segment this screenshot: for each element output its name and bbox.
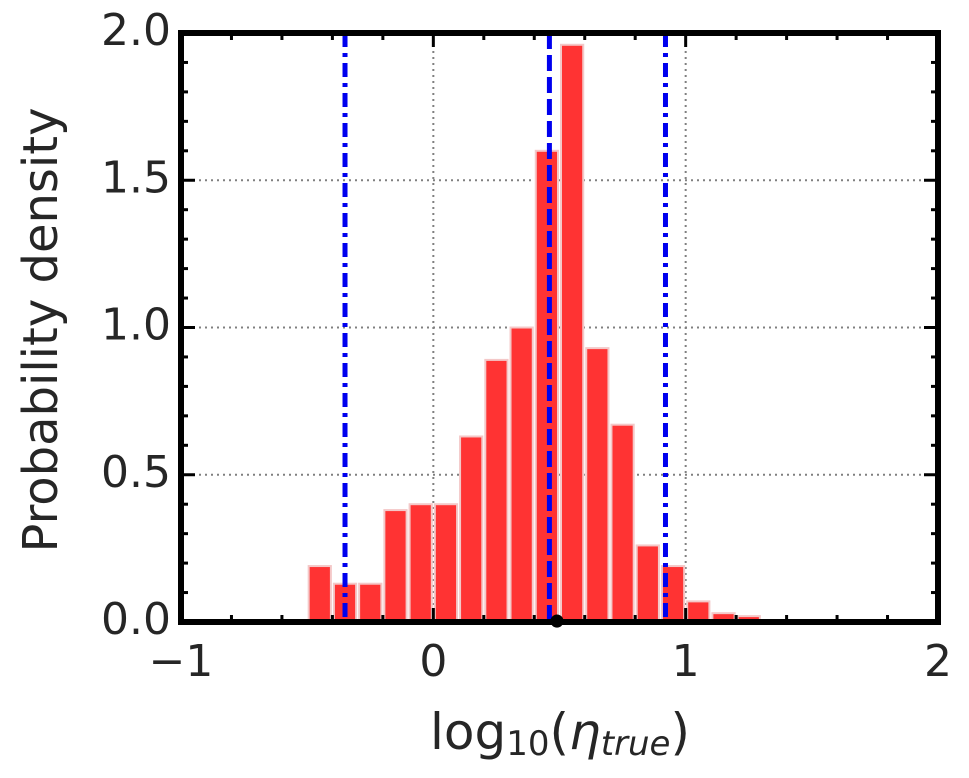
bar: [433, 503, 459, 624]
bar: [585, 347, 610, 623]
y-tick-label: 0.5: [101, 447, 171, 498]
y-tick-label: 1.5: [101, 152, 171, 203]
bar: [408, 503, 433, 624]
x-tick-label: 2: [924, 636, 952, 687]
bar: [459, 435, 484, 623]
plot-frame: [178, 30, 941, 625]
bar: [610, 423, 635, 623]
bar: [686, 600, 711, 624]
bar: [509, 326, 534, 623]
y-tick-label: 1.0: [101, 300, 171, 351]
x-tick-label: 1: [672, 636, 700, 687]
bar: [383, 509, 408, 623]
x-axis-label: log10(ηtrue): [430, 703, 690, 764]
bar: [484, 358, 509, 623]
bar: [534, 149, 559, 624]
x-tick-label: −1: [149, 636, 214, 687]
bar: [358, 582, 383, 624]
y-axis-label: Probability density: [13, 108, 69, 553]
bar: [307, 565, 332, 623]
x-tick-label: 0: [419, 636, 447, 687]
y-tick-label: 0.0: [101, 594, 171, 645]
bar: [635, 544, 660, 623]
y-tick-label: 2.0: [101, 5, 171, 56]
bar: [560, 43, 585, 623]
